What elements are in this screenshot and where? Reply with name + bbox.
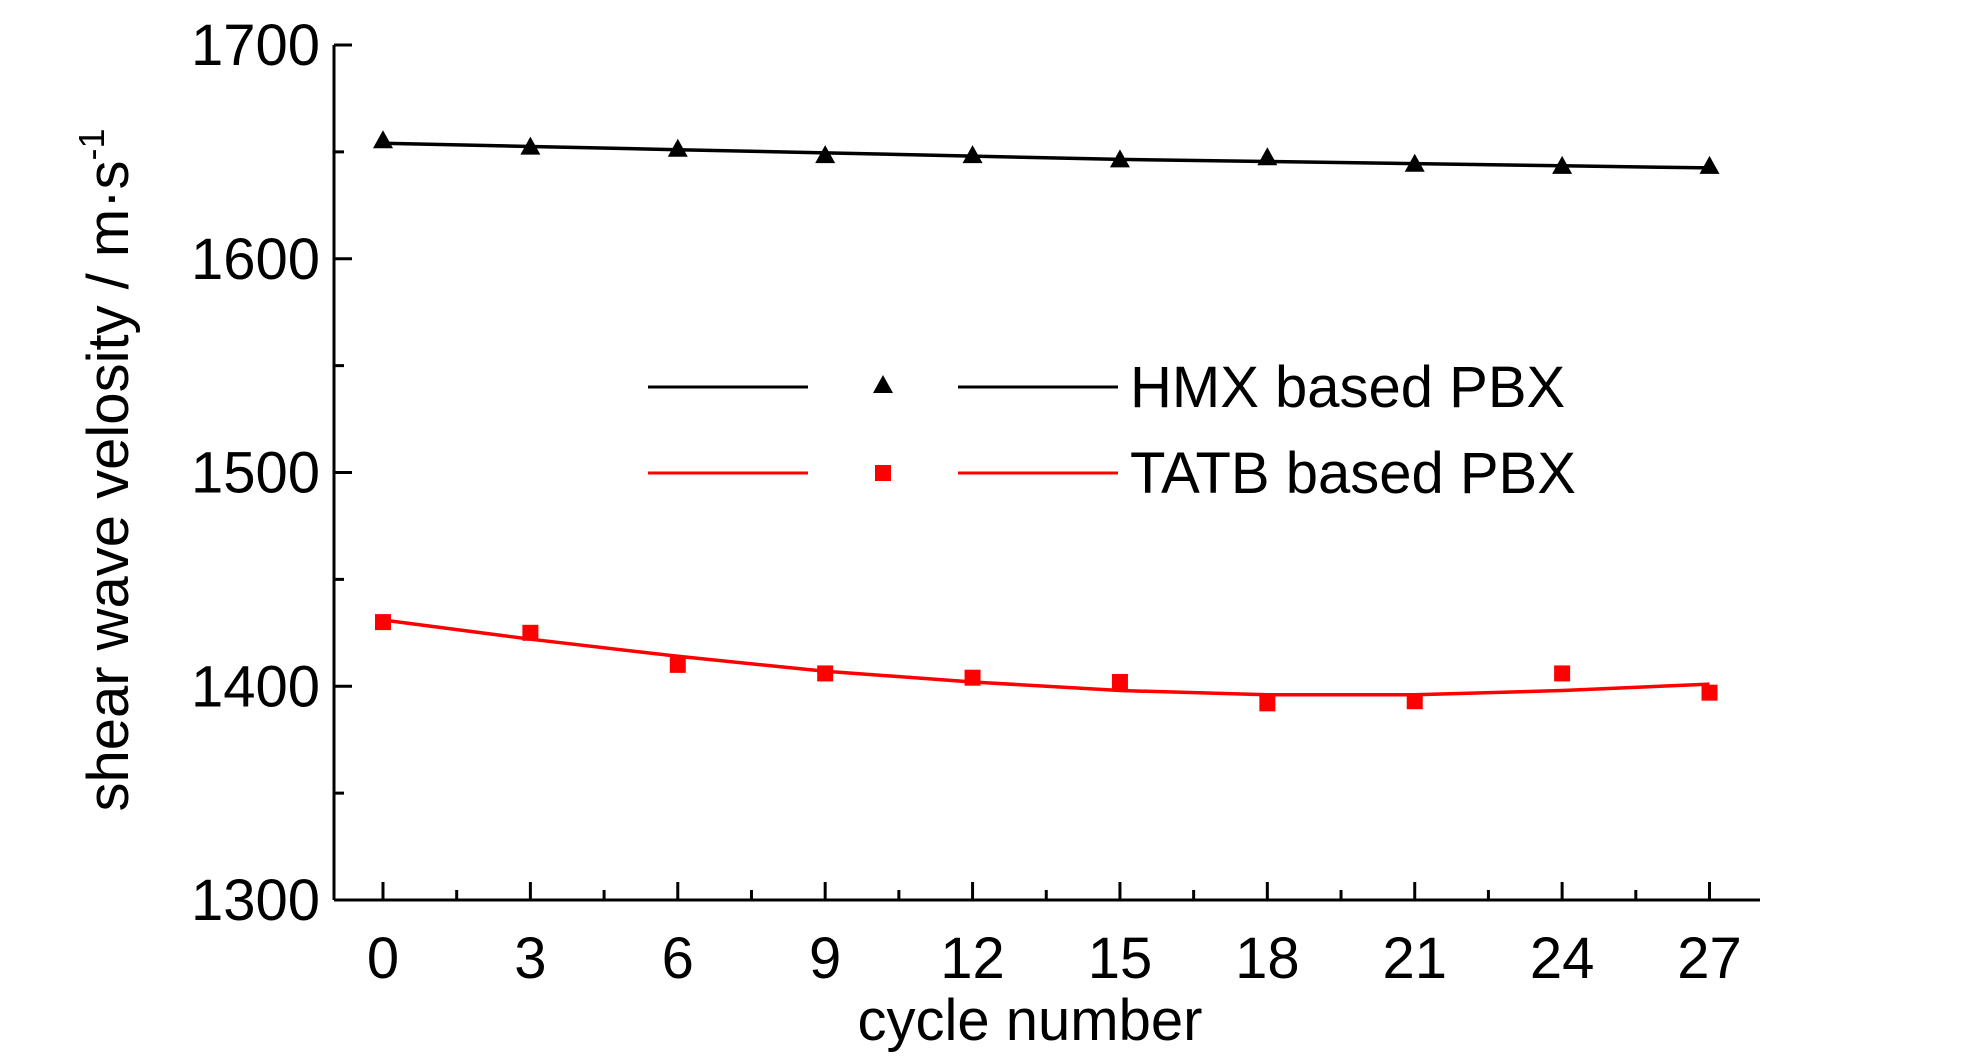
data-point-hmx [962,145,983,164]
legend: HMX based PBX TATB based PBX [648,355,1576,506]
data-point-hmx [1109,149,1130,168]
data-point-hmx [1404,153,1425,172]
x-tick-label: 12 [940,926,1005,991]
data-point-hmx [373,130,393,149]
data-point-tatb [1554,665,1571,682]
y-tick-label: 1400 [191,654,320,719]
data-point-hmx [1699,155,1720,174]
x-tick-label: 27 [1677,926,1742,991]
y-tick-label: 1300 [191,868,320,933]
data-point-tatb [1701,684,1718,701]
y-axis-title: shear wave velosity / m·s-1 [71,128,141,811]
x-tick-label: 3 [514,926,546,991]
series-tatb [375,614,1718,712]
data-point-tatb [817,665,834,682]
series-hmx [373,130,1720,174]
x-ticks: 0 3 6 9 12 15 18 21 24 27 [367,882,1742,991]
legend-item-tatb: TATB based PBX [648,441,1576,506]
x-tick-label: 18 [1235,926,1300,991]
legend-item-hmx: HMX based PBX [648,355,1565,420]
x-tick-label: 9 [809,926,841,991]
x-tick-label: 15 [1088,926,1153,991]
data-point-hmx [667,138,688,157]
data-point-hmx [1257,147,1278,166]
x-tick-label: 24 [1530,926,1595,991]
fit-line-tatb [382,618,1710,697]
y-ticks: 1300 1400 1500 1600 1700 [191,13,352,933]
data-point-hmx [1552,155,1573,174]
y-tick-label: 1600 [191,227,320,292]
y-tick-label: 1700 [191,13,320,78]
x-tick-label: 6 [662,926,694,991]
fit-line-hmx [382,141,1710,170]
legend-label-hmx: HMX based PBX [1130,355,1565,420]
data-point-hmx [520,136,541,155]
legend-label-tatb: TATB based PBX [1130,441,1576,506]
x-tick-label: 21 [1382,926,1447,991]
y-axis-title-main: shear wave velosity / m·s [76,160,141,811]
data-point-tatb [669,656,686,673]
x-axis-title: cycle number [858,988,1203,1053]
data-point-tatb [522,624,539,641]
series-layer [373,130,1720,712]
data-point-tatb [1406,693,1423,710]
data-point-tatb [1111,673,1128,690]
data-point-tatb [375,614,391,631]
y-axis-title-sup: -1 [71,128,112,160]
data-point-hmx [815,145,836,164]
legend-marker-hmx [873,375,893,393]
y-tick-label: 1500 [191,441,320,506]
x-tick-label: 0 [367,926,399,991]
data-point-tatb [1259,695,1276,712]
plot-area: 1300 1400 1500 1600 1700 0 3 6 9 12 15 18 21 24 27 [191,13,1760,991]
legend-marker-tatb [875,465,891,481]
data-point-tatb [964,669,981,686]
